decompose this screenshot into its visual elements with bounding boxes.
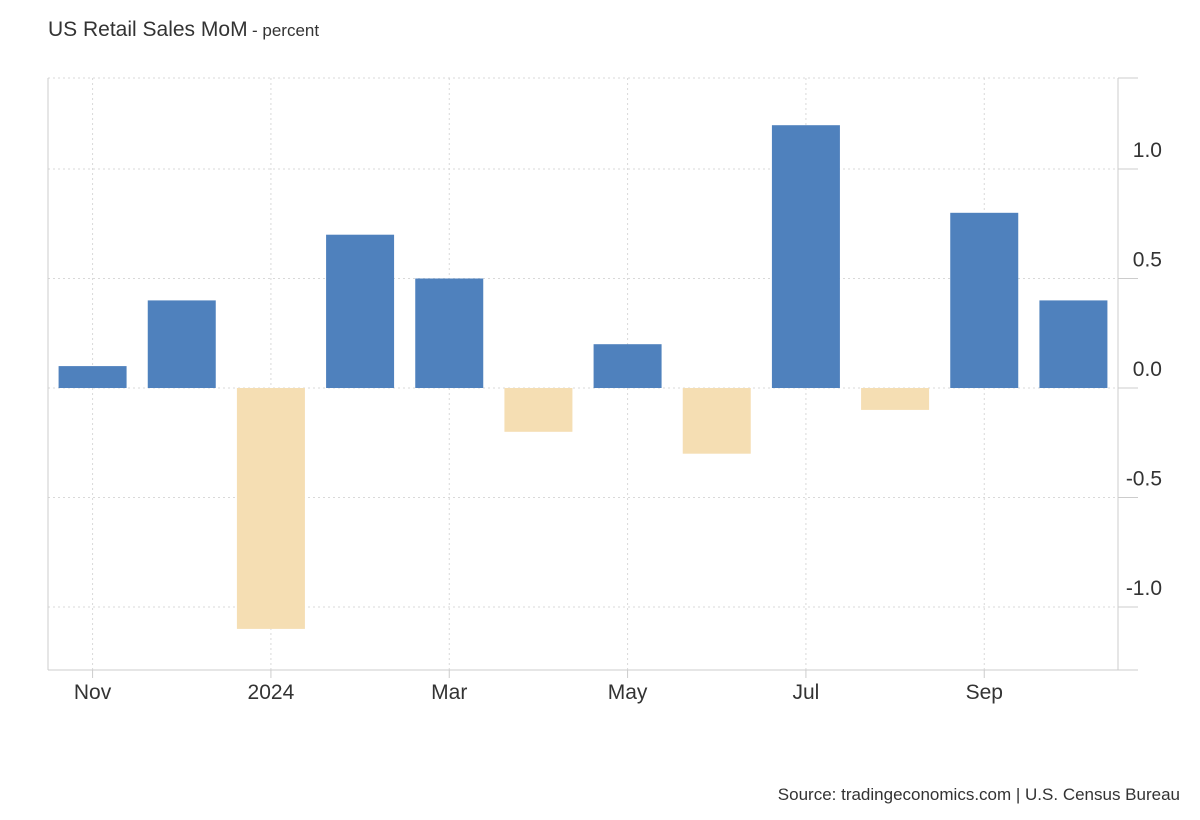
x-tick-label: Sep	[966, 681, 1003, 704]
bar	[682, 388, 751, 454]
chart-title-main: US Retail Sales MoM	[48, 18, 248, 41]
bar	[415, 278, 484, 388]
source-attribution: Source: tradingeconomics.com | U.S. Cens…	[777, 785, 1180, 804]
chart-subtitle: - percent	[252, 21, 320, 40]
bar	[861, 388, 930, 410]
y-tick-label: 0.5	[1133, 249, 1162, 272]
bar	[504, 388, 573, 432]
bar	[1039, 300, 1108, 388]
y-tick-label: -0.5	[1126, 468, 1162, 491]
y-tick-label: 1.0	[1133, 139, 1162, 162]
x-tick-label: Nov	[74, 681, 112, 704]
bar	[236, 388, 305, 629]
bar	[326, 234, 395, 388]
bar	[771, 125, 840, 388]
bar	[593, 344, 662, 388]
bar	[58, 366, 127, 388]
y-tick-label: 0.0	[1133, 358, 1162, 381]
bar	[950, 212, 1019, 388]
x-tick-label: Jul	[792, 681, 819, 704]
chart-title: US Retail Sales MoM - percent	[48, 18, 319, 42]
bar-chart: -1.0 -0.5 0.0 0.5 1.0 Nov 2024 Mar May Jul Sep	[47, 77, 1162, 704]
x-tick-label: Mar	[431, 681, 467, 704]
y-tick-label: -1.0	[1126, 577, 1162, 600]
x-tick-label: 2024	[248, 681, 295, 704]
x-tick-label: May	[608, 681, 648, 704]
bar	[147, 300, 216, 388]
